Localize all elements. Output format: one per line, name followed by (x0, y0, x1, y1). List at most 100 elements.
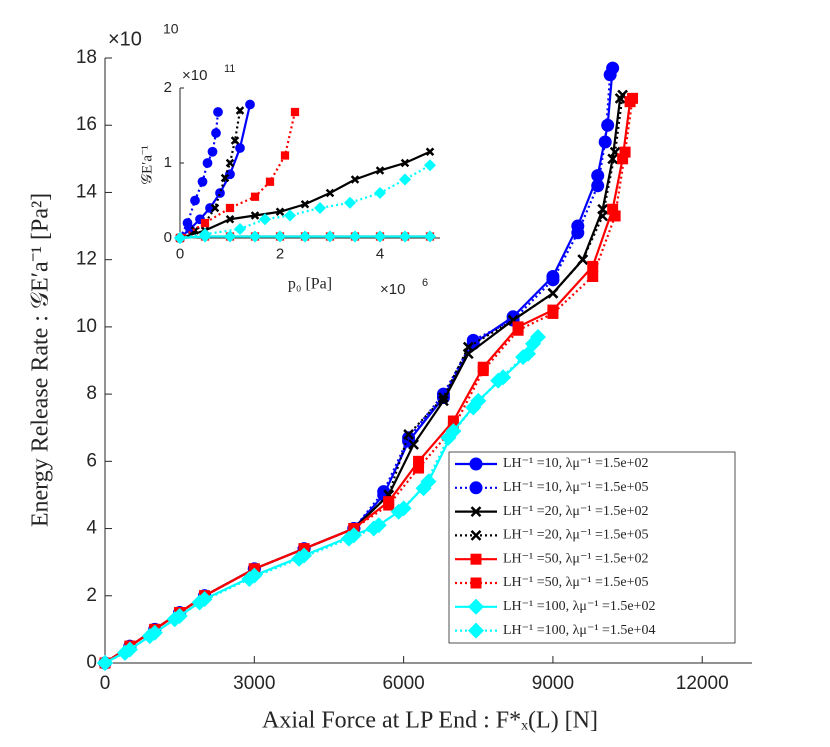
marker (215, 188, 225, 198)
marker (249, 230, 261, 243)
marker (547, 307, 559, 319)
marker (374, 230, 386, 243)
marker (290, 107, 300, 117)
marker (571, 226, 585, 240)
y-tick-label: 4 (86, 518, 97, 539)
marker (191, 594, 208, 611)
marker (469, 481, 483, 495)
y-tick-label: 8 (86, 383, 97, 404)
marker (469, 457, 483, 471)
inset-y-axis-label: 𝒢E′a⁻¹ (139, 145, 155, 184)
marker (225, 158, 235, 168)
marker (470, 577, 482, 589)
y-exponent-base: ×10 (108, 28, 142, 50)
marker (230, 136, 240, 145)
x-tick-label: 2 (276, 245, 284, 262)
marker (349, 230, 361, 243)
marker (199, 228, 211, 241)
legend-label: LH⁻¹ =20, λμ⁻¹ =1.5e+02 (503, 504, 649, 519)
marker (525, 335, 542, 352)
marker (299, 230, 311, 243)
marker (174, 232, 186, 244)
marker (395, 500, 412, 517)
marker (300, 199, 310, 209)
x-tick-label: 0 (100, 673, 111, 694)
marker (383, 499, 395, 511)
marker (275, 207, 285, 217)
y-tick-label: 10 (76, 316, 97, 337)
x-tick-label: 6000 (382, 673, 424, 694)
marker (235, 143, 245, 153)
x-tick-label: 9000 (532, 673, 574, 694)
marker (280, 151, 290, 160)
marker (190, 226, 200, 235)
marker (465, 399, 482, 416)
marker (477, 365, 489, 377)
marker (210, 203, 220, 213)
marker (365, 520, 382, 537)
y-tick-label: 6 (86, 450, 97, 471)
marker (408, 439, 419, 450)
marker (390, 503, 407, 520)
x-tick-label: 0 (176, 245, 184, 262)
marker (512, 324, 524, 336)
marker (250, 211, 260, 220)
marker (325, 188, 335, 198)
marker (547, 287, 559, 299)
legend-label: LH⁻¹ =50, λμ⁻¹ =1.5e+05 (503, 575, 649, 590)
y-tick-label: 16 (76, 114, 97, 135)
marker (116, 644, 133, 661)
marker (344, 196, 356, 209)
marker (250, 192, 260, 201)
y-tick-label: 2 (86, 585, 97, 606)
marker (245, 99, 255, 110)
marker (340, 530, 357, 547)
marker (607, 153, 619, 165)
marker (591, 179, 605, 193)
y-exponent-power: 10 (163, 21, 179, 37)
marker (424, 230, 436, 243)
marker (399, 173, 411, 186)
marker (490, 372, 507, 389)
marker (97, 655, 113, 671)
legend-label: LH⁻¹ =10, λμ⁻¹ =1.5e+02 (503, 456, 649, 471)
marker (546, 273, 560, 287)
x-tick-label: 3000 (233, 673, 275, 694)
marker (468, 622, 484, 639)
marker (207, 146, 218, 157)
x-tick-label: 12000 (676, 673, 729, 694)
marker (619, 146, 631, 158)
marker (598, 135, 612, 149)
inset-y-exponent-base: ×10 (182, 67, 207, 84)
marker (415, 480, 432, 497)
legend-label: LH⁻¹ =50, λμ⁻¹ =1.5e+02 (503, 551, 649, 566)
marker (438, 395, 449, 407)
marker (314, 202, 326, 214)
marker (182, 218, 193, 228)
y-tick-label: 2 (164, 79, 172, 96)
marker (470, 530, 482, 541)
legend-box (448, 451, 736, 644)
marker (470, 553, 482, 565)
y-axis-label: Energy Release Rate : 𝒢E′a⁻¹ [Pa²] (28, 193, 54, 527)
marker (627, 92, 639, 104)
legend-label: LH⁻¹ =10, λμ⁻¹ =1.5e+05 (503, 480, 649, 495)
marker (200, 218, 210, 228)
marker (587, 270, 599, 282)
marker (166, 611, 183, 628)
x-tick-label: 4 (376, 245, 384, 262)
marker (225, 203, 235, 213)
marker (265, 177, 275, 186)
legend-label: LH⁻¹ =20, λμ⁻¹ =1.5e+05 (503, 528, 649, 543)
marker (197, 176, 208, 187)
marker (413, 462, 425, 474)
marker (400, 158, 410, 168)
marker (438, 392, 449, 403)
marker (241, 570, 258, 587)
marker (350, 175, 360, 184)
y-tick-label: 1 (164, 154, 172, 171)
marker (225, 214, 235, 224)
inset-x-exponent-base: ×10 (380, 281, 405, 298)
marker (375, 166, 385, 175)
